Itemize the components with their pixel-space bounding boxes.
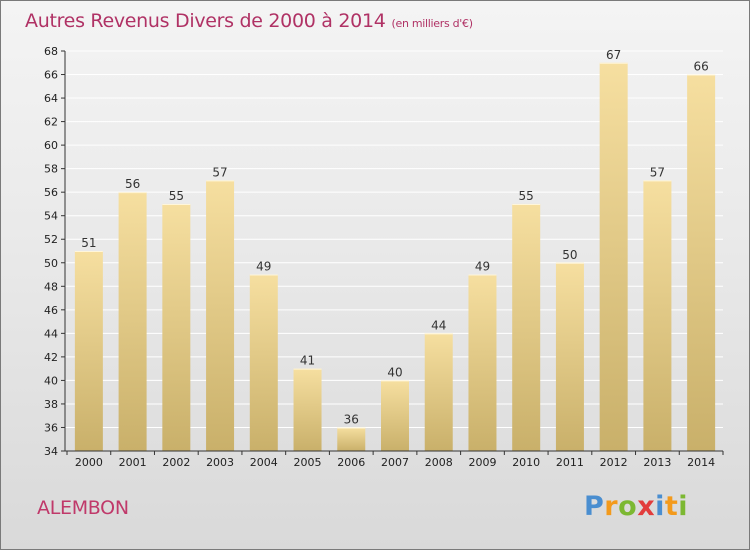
bar (249, 274, 278, 451)
y-tick-label: 58 (44, 163, 58, 176)
y-tick-label: 62 (44, 116, 58, 129)
x-tick-label: 2010 (512, 456, 540, 469)
proxiti-logo: Proxiti (584, 491, 688, 522)
logo-letter: i (678, 491, 689, 522)
x-tick-label: 2001 (119, 456, 147, 469)
data-label: 66 (693, 60, 708, 74)
x-tick-label: 2007 (381, 456, 409, 469)
y-tick-label: 54 (44, 210, 58, 223)
x-tick-label: 2013 (643, 456, 671, 469)
y-tick-label: 42 (44, 351, 58, 364)
y-tick-label: 36 (44, 421, 58, 434)
x-tick-label: 2002 (162, 456, 190, 469)
bar (687, 74, 716, 451)
bar (512, 203, 541, 451)
y-tick-label: 34 (44, 445, 58, 458)
data-label: 67 (606, 48, 621, 62)
x-tick-label: 2005 (294, 456, 322, 469)
y-tick-label: 46 (44, 304, 58, 317)
x-tick-label: 2004 (250, 456, 278, 469)
bars (74, 62, 716, 452)
y-tick-label: 48 (44, 280, 58, 293)
bar (468, 274, 497, 451)
y-tick-label: 50 (44, 257, 58, 270)
x-tick-label: 2014 (687, 456, 715, 469)
y-axis-ticks: 34 36 38 40 42 44 46 48 50 52 54 56 58 60 62 64 66 68 (44, 45, 65, 458)
bar (74, 251, 103, 451)
x-axis-ticks: 2000 2001 2002 2003 2004 2005 2006 2007 2008 2009… (66, 451, 724, 469)
data-label: 51 (81, 236, 96, 250)
y-tick-label: 66 (44, 69, 58, 82)
x-tick-label: 2000 (75, 456, 103, 469)
bar (118, 192, 147, 452)
data-label: 41 (300, 354, 315, 368)
data-label: 55 (169, 189, 184, 203)
x-tick-label: 2006 (337, 456, 365, 469)
data-label: 49 (256, 260, 271, 274)
data-label: 56 (125, 177, 140, 191)
logo-letter: o (618, 491, 638, 522)
x-tick-label: 2012 (600, 456, 628, 469)
logo-letter: i (655, 491, 665, 522)
x-tick-label: 2003 (206, 456, 234, 469)
logo-letter: t (664, 491, 679, 522)
data-label: 49 (475, 260, 490, 274)
commune-name: ALEMBON (37, 497, 129, 519)
data-label: 57 (650, 165, 665, 179)
bar (381, 380, 409, 451)
y-tick-label: 38 (44, 398, 58, 411)
data-label: 50 (562, 248, 577, 262)
bar (293, 368, 322, 451)
y-tick-label: 56 (44, 186, 58, 199)
y-tick-label: 64 (44, 92, 58, 105)
x-tick-label: 2011 (556, 456, 584, 469)
bar (555, 262, 584, 451)
logo-letter: r (604, 491, 619, 522)
y-tick-label: 44 (44, 327, 58, 340)
x-tick-label: 2009 (468, 456, 496, 469)
y-tick-label: 60 (44, 139, 58, 152)
chart-title: Autres Revenus Divers de 2000 à 2014 (en … (25, 10, 473, 32)
x-tick-label: 2008 (425, 456, 453, 469)
data-labels: 51 56 55 57 49 41 36 40 44 49 55 50 67 57 66 (81, 48, 709, 427)
bar (643, 180, 672, 452)
data-label: 57 (212, 165, 227, 179)
bar (337, 427, 366, 451)
title-text: Autres Revenus Divers de 2000 à 2014 (25, 10, 386, 32)
data-label: 40 (387, 365, 402, 379)
logo-letter: P (584, 491, 605, 522)
bar (599, 62, 628, 451)
y-tick-label: 68 (44, 45, 58, 58)
bar (206, 180, 235, 452)
data-label: 55 (519, 189, 534, 203)
bar (162, 203, 191, 451)
bar (424, 333, 453, 451)
logo-letter: x (637, 491, 656, 522)
title-unit: (en milliers d'€) (391, 17, 473, 30)
y-tick-label: 40 (44, 374, 58, 387)
data-label: 36 (344, 412, 359, 426)
data-label: 44 (431, 318, 446, 332)
y-tick-label: 52 (44, 233, 58, 246)
